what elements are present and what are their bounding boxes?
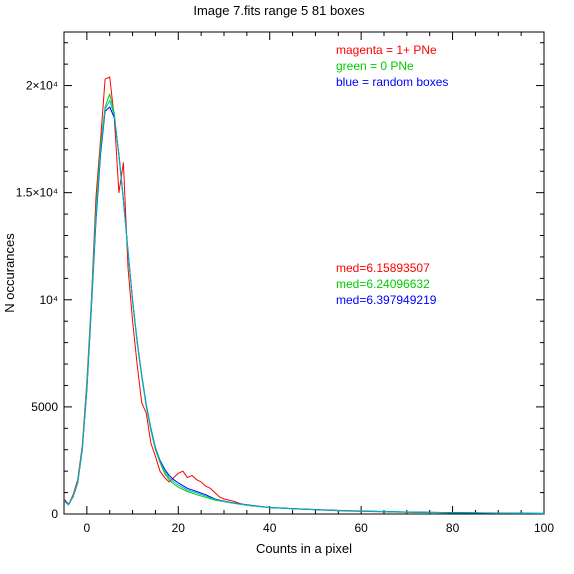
plot-area: 0 20 40 60 80 100 0 5000 10⁴ 1.5×10⁴ 2×10⁴ xyxy=(16,31,554,535)
median-annotations: med=6.15893507 med=6.24096632 med=6.397949… xyxy=(336,261,437,307)
x-axis: 0 20 40 60 80 100 xyxy=(63,32,554,535)
x-tick-label: 80 xyxy=(446,521,460,535)
series-line-1 xyxy=(63,93,545,514)
series-line-0 xyxy=(63,76,545,515)
y-tick-label: 5000 xyxy=(31,400,58,414)
y-axis: 0 5000 10⁴ 1.5×10⁴ 2×10⁴ xyxy=(16,42,544,521)
x-tick-label: 0 xyxy=(84,521,91,535)
x-tick-label: 60 xyxy=(354,521,368,535)
y-axis-title: N occurances xyxy=(2,233,17,313)
legend-entry: magenta = 1+ PNe xyxy=(336,43,437,57)
x-axis-title: Counts in a pixel xyxy=(256,541,352,556)
x-tick-label: 40 xyxy=(263,521,277,535)
series-group xyxy=(63,76,545,515)
median-annotation: med=6.397949219 xyxy=(336,293,437,307)
y-tick-label: 1.5×10⁴ xyxy=(16,186,58,200)
chart-title: Image 7.fits range 5 81 boxes xyxy=(193,3,365,18)
legend-entry: green = 0 PNe xyxy=(336,59,414,73)
median-annotation: med=6.15893507 xyxy=(336,261,430,275)
x-tick-label: 20 xyxy=(172,521,186,535)
y-tick-label: 0 xyxy=(51,507,58,521)
legend-entry: blue = random boxes xyxy=(336,75,448,89)
y-tick-label: 2×10⁴ xyxy=(26,79,58,93)
plot-frame xyxy=(63,31,545,515)
legend: magenta = 1+ PNe green = 0 PNe blue = rand… xyxy=(336,43,448,89)
series-line-2 xyxy=(63,106,545,514)
y-tick-label: 10⁴ xyxy=(39,293,58,307)
x-tick-label: 100 xyxy=(534,521,554,535)
median-annotation: med=6.24096632 xyxy=(336,277,430,291)
series-line-3 xyxy=(63,100,545,514)
